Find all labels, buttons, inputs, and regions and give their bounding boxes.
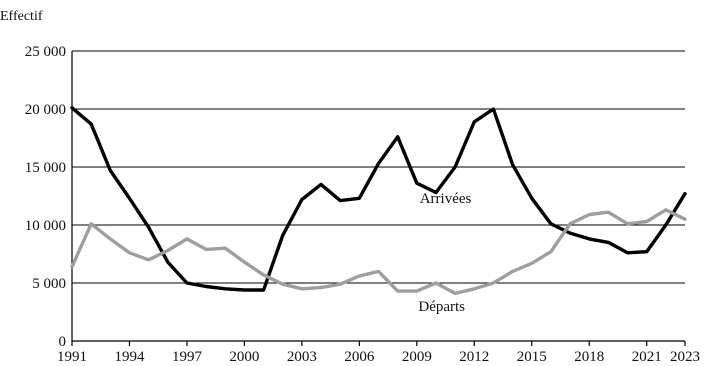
x-tick-label: 2006: [344, 349, 375, 365]
y-tick-labels: 0 5 000 10 000 15 000 20 000 25 000: [25, 44, 66, 350]
y-tick-label: 15 000: [25, 160, 66, 176]
series-lines: [70, 106, 687, 296]
gridlines: [71, 50, 685, 342]
y-tick-label: 10 000: [25, 218, 66, 234]
x-tick-label: 2003: [287, 349, 317, 365]
y-tick-label: 25 000: [25, 44, 66, 60]
y-tick-label: 5 000: [32, 276, 66, 292]
series-label-arrivees: Arrivées: [420, 191, 472, 207]
x-tick-label: 2023: [670, 349, 700, 365]
x-tick-label: 2015: [517, 349, 547, 365]
x-tick-label: 2021: [632, 349, 662, 365]
series-labels: Arrivées Départs: [418, 191, 471, 315]
x-tick-labels: 1991 1994 1997 2000 2003 2006 2009 2012 2015 2018…: [57, 341, 700, 365]
x-tick-label: 1991: [57, 349, 87, 365]
y-tick-label: 0: [59, 334, 67, 350]
x-tick-label: 2009: [402, 349, 432, 365]
y-axis-title: Effectif: [0, 9, 43, 24]
series-line-arrivees: [70, 106, 687, 292]
series-line-departs: [70, 208, 687, 296]
y-tick-label: 20 000: [25, 102, 66, 118]
series-label-departs: Départs: [418, 299, 465, 315]
x-tick-label: 2000: [229, 349, 259, 365]
x-tick-label: 2018: [574, 349, 604, 365]
x-tick-label: 1994: [114, 349, 145, 365]
x-tick-label: 1997: [172, 349, 203, 365]
x-tick-label: 2012: [459, 349, 489, 365]
